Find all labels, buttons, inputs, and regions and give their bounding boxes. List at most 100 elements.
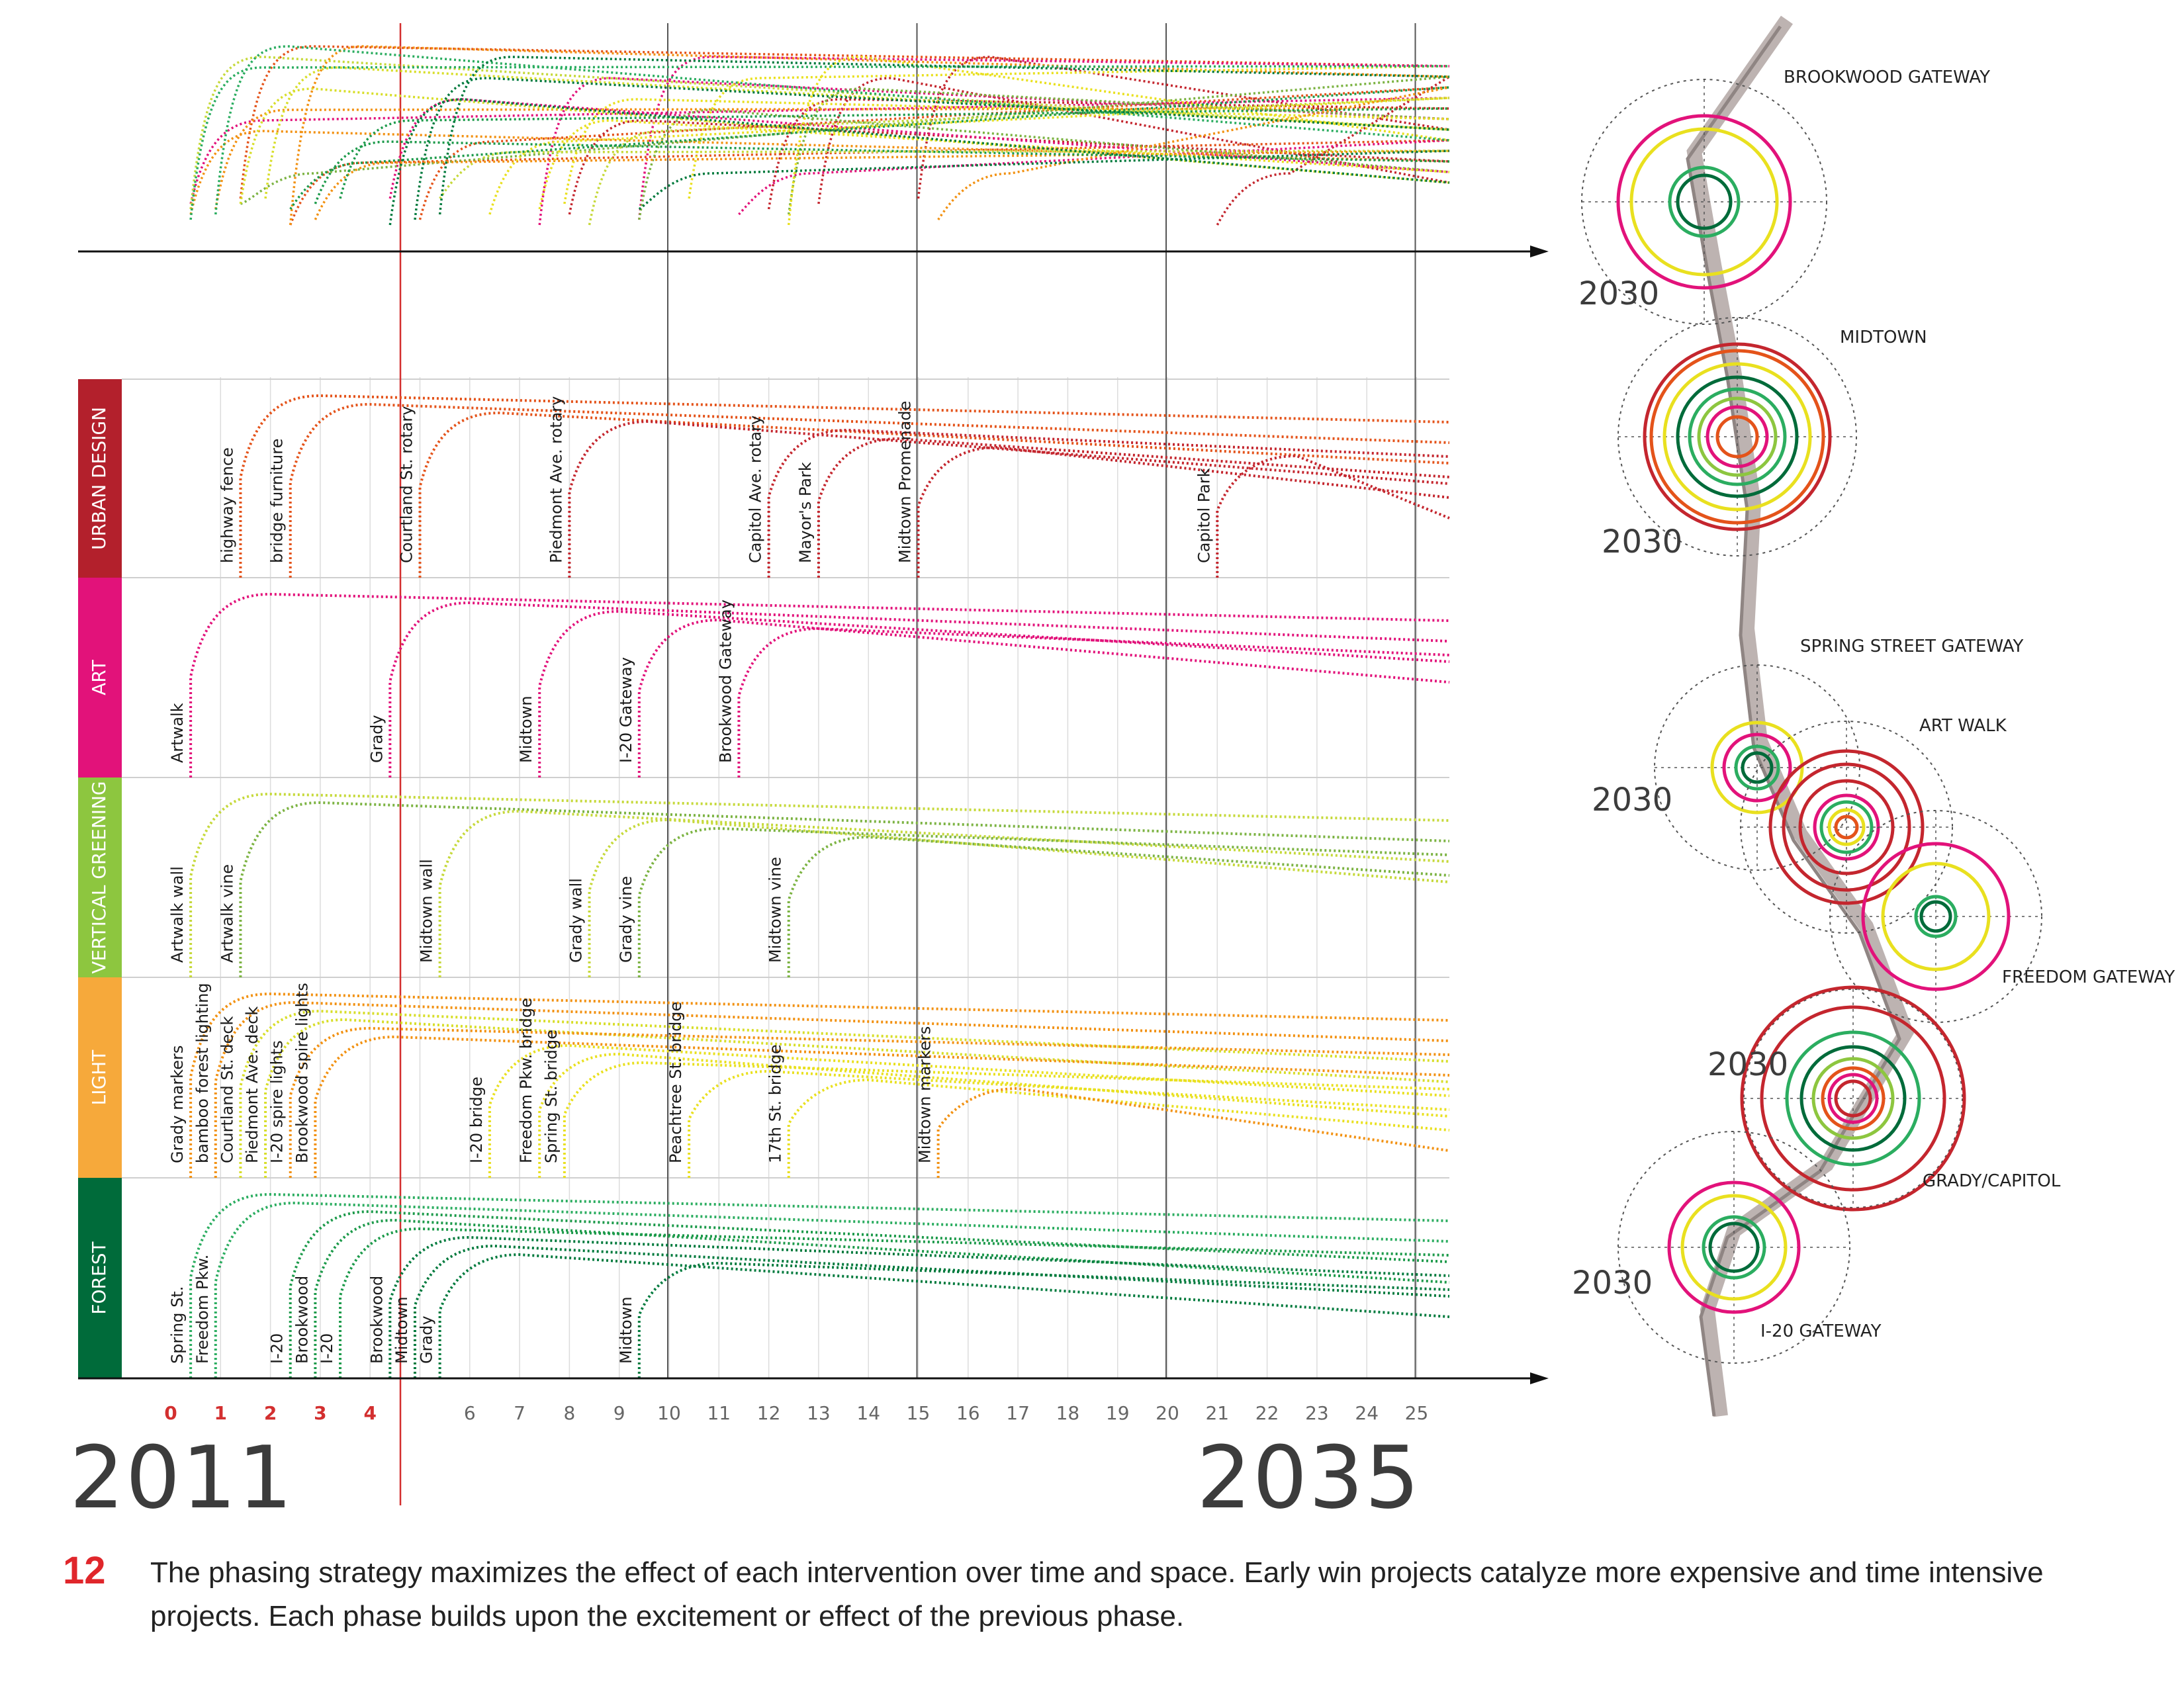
phase-ring (1680, 1194, 1788, 1301)
project-label: Midtown vine (766, 857, 785, 963)
tick-label: 17 (1006, 1402, 1030, 1424)
influence-circle (1617, 317, 1857, 556)
summary-line (937, 86, 1450, 220)
project-ramp (637, 826, 1450, 977)
summary-line (787, 56, 1450, 226)
project-label: Midtown (392, 1296, 411, 1364)
project-ramp (563, 1061, 1450, 1178)
year-2030-label: 2030 (1578, 275, 1659, 312)
tick-label: 3 (314, 1402, 326, 1424)
project-ramp (239, 394, 1450, 578)
caption-text: The phasing strategy maximizes the effec… (150, 1556, 2044, 1632)
project-ramp (289, 1210, 1450, 1378)
tick-label: 0 (164, 1402, 177, 1424)
project-ramp (787, 1078, 1450, 1178)
project-ramp (264, 1018, 1450, 1178)
phase-ring (1667, 1180, 1801, 1314)
i20-gateway-rings (1617, 1131, 1850, 1364)
summary-axis-arrowhead (1530, 245, 1549, 257)
project-ramp (936, 1087, 1450, 1178)
phase-ring (1827, 1073, 1879, 1124)
phase-ring (1643, 342, 1832, 531)
project-ramp (388, 1235, 1450, 1378)
project-label: Brookwood Gateway (716, 600, 735, 763)
summary-line (414, 77, 1450, 220)
project-ramp (688, 1069, 1450, 1178)
summary-line (917, 56, 1450, 199)
project-ramp (538, 1052, 1450, 1178)
category-bars: URBAN DESIGN ART VERTICAL GREENING LIGHT FOR… (78, 379, 122, 1378)
summary-line (289, 45, 1450, 226)
phase-ring (1741, 751, 1774, 784)
project-label: Grady vine (617, 876, 635, 963)
project-label: Peachtree St. bridge (666, 1002, 685, 1163)
summary-line (240, 75, 1450, 205)
project-ramp (737, 627, 1450, 778)
project-label: I-20 spire lights (268, 1040, 287, 1163)
phase-ring (1734, 744, 1780, 791)
tick-label: 9 (614, 1402, 625, 1424)
category-bar (78, 1178, 122, 1378)
project-label: 17th St. bridge (766, 1044, 785, 1163)
project-lines: highway fence bridge furniture Courtland S… (168, 394, 1450, 1378)
project-label: Midtown wall (418, 859, 436, 963)
project-ramp (438, 1253, 1450, 1378)
project-label: bamboo forest lighting (193, 983, 212, 1163)
project-label: Midtown (517, 695, 535, 763)
summary-line (638, 56, 1450, 220)
corridor-map: BROOKWOOD GATEWAY MIDTOWN SPRING STREET GA… (1572, 15, 2175, 1417)
summary-line (767, 98, 1450, 210)
tick-label: 18 (1056, 1402, 1080, 1424)
category-label: FOREST (88, 1241, 110, 1315)
project-ramp (339, 1227, 1450, 1378)
spring-street-rings (1654, 664, 1860, 871)
influence-circle (1617, 1131, 1850, 1364)
phase-ring (1715, 415, 1759, 459)
timeline-axis-arrowhead (1530, 1372, 1549, 1384)
phase-ring (1697, 396, 1778, 477)
summary-line (438, 56, 1450, 215)
project-label: Midtown Promenade (896, 401, 915, 563)
map-label: ART WALK (1919, 716, 2007, 736)
tick-label: 19 (1106, 1402, 1130, 1424)
project-label: bridge furniture (268, 439, 287, 563)
figure-number: 12 (63, 1549, 106, 1592)
phase-ring (1722, 733, 1792, 803)
project-label: Mayor's Park (796, 462, 815, 563)
project-ramp (637, 618, 1450, 778)
project-label: I-20 (268, 1333, 287, 1364)
year-2030-label: 2030 (1572, 1265, 1653, 1302)
map-label: BROOKWOOD GATEWAY (1784, 67, 1990, 87)
category-label: VERTICAL GREENING (88, 781, 110, 973)
project-label: Spring St. bridge (542, 1030, 561, 1163)
summary-line (314, 150, 1450, 220)
summary-line (289, 86, 1450, 210)
year-2030-label: 2030 (1592, 781, 1672, 819)
project-label: Midtown markers (916, 1026, 934, 1163)
project-label: Brookwood (293, 1276, 311, 1364)
project-label: Freedom Pkw. (193, 1255, 212, 1364)
summary-line (239, 45, 1450, 199)
year-2030-label: 2030 (1707, 1046, 1788, 1083)
phase-ring (1706, 405, 1769, 468)
freedom-gateway-rings (1829, 810, 2042, 1023)
project-label: Grady (418, 1315, 436, 1364)
tick-label: 23 (1305, 1402, 1329, 1424)
project-label: Freedom Pkw. bridge (517, 998, 535, 1163)
project-label: Brookwood (367, 1276, 386, 1364)
project-label: I-20 bridge (467, 1077, 486, 1163)
phase-ring (1702, 1215, 1766, 1280)
summary-line (638, 109, 1450, 220)
phase-ring (1708, 1222, 1760, 1273)
project-ramp (917, 445, 1450, 578)
project-label: Midtown (617, 1296, 635, 1364)
brookwood-gateway-rings (1581, 79, 1827, 325)
category-bar (78, 778, 122, 977)
summary-chart (189, 45, 1450, 226)
summary-line (289, 139, 1450, 226)
summary-line (189, 65, 1450, 220)
phase-ring (1649, 349, 1825, 525)
map-label: I-20 GATEWAY (1760, 1321, 1882, 1341)
summary-line (538, 119, 1450, 210)
